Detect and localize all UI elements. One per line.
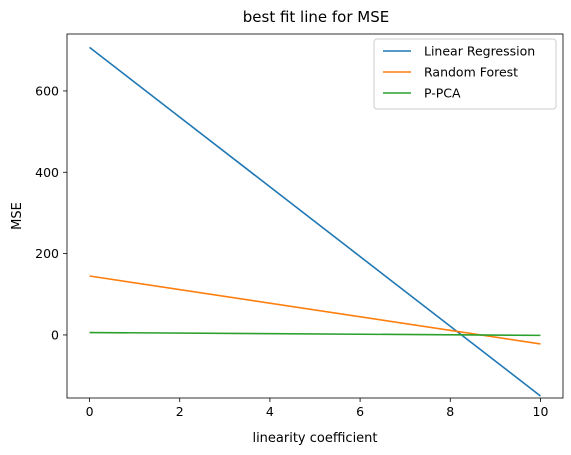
x-tick-label: 6 [356,404,364,419]
y-tick-label: 400 [35,165,59,180]
series-line-p-pca [89,331,541,337]
y-axis-label: MSE [10,202,25,230]
x-tick-label: 0 [86,404,94,419]
plot-area [66,33,564,399]
series-line-random-forest [89,275,541,345]
legend-entry: Random Forest [424,65,518,80]
y-axis: 0 200 400 600 [35,83,67,342]
x-axis-label: linearity coefficient [252,431,377,446]
legend-entry: Linear Regression [424,44,535,59]
legend-entry: P-PCA [424,86,461,101]
y-tick-label: 600 [35,83,59,98]
x-tick-label: 10 [533,404,549,419]
x-tick-label: 2 [176,404,184,419]
legend-items: Linear Regression Random Forest P-PCA [383,44,535,101]
x-tick-label: 4 [266,404,274,419]
series-line-linear-regression [89,46,541,397]
series-layer [89,46,541,397]
y-tick-label: 0 [51,327,59,342]
chart-title: best fit line for MSE [243,8,389,26]
y-tick-label: 200 [35,246,59,261]
plot-frame [66,33,564,399]
x-tick-label: 8 [446,404,454,419]
x-axis: 0 2 4 6 8 10 [86,398,549,419]
legend-frame [373,38,557,110]
legend: Linear Regression Random Forest P-PCA [373,38,557,110]
